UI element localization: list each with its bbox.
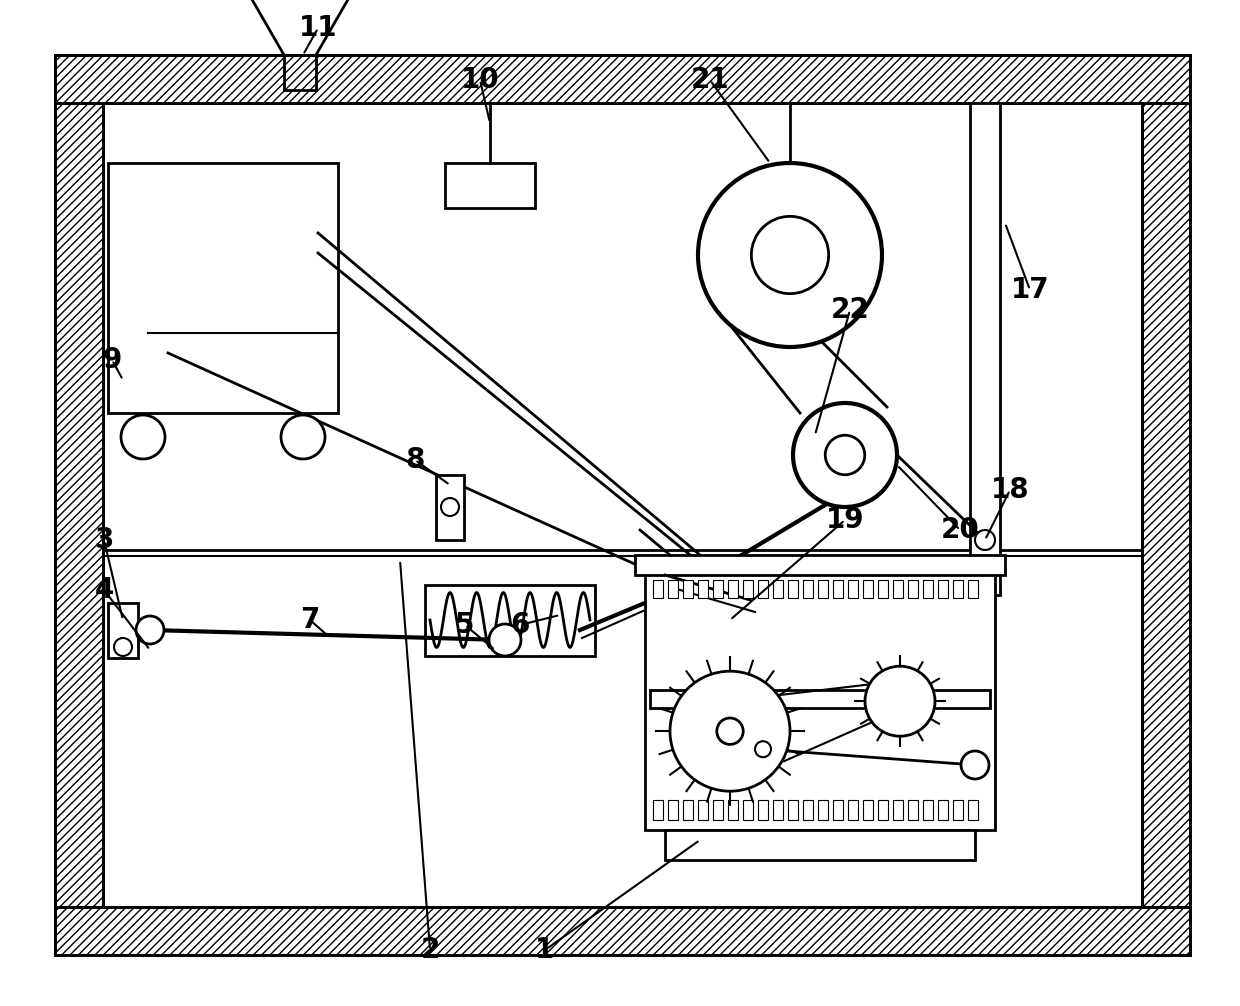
Bar [728,800,738,820]
Bar [863,800,873,820]
Bar [937,580,949,598]
Text: 8: 8 [405,446,424,474]
Bar [55,55,1190,103]
Bar [893,580,903,598]
Bar [665,830,975,860]
Bar [698,800,708,820]
Text: 17: 17 [1011,276,1049,304]
Bar [713,580,723,598]
Bar [804,800,813,820]
Bar [728,580,738,598]
Circle shape [441,498,459,516]
Bar [635,555,1004,575]
Bar [55,55,1190,103]
Text: 5: 5 [455,611,475,639]
Bar [108,163,339,413]
Bar [878,580,888,598]
Bar [970,103,999,595]
Bar [968,800,978,820]
Circle shape [136,616,164,644]
Circle shape [698,163,882,347]
Circle shape [866,666,935,736]
Bar [436,475,464,540]
Bar [818,580,828,598]
Bar [425,585,595,656]
Text: 22: 22 [831,296,869,324]
Circle shape [114,638,131,656]
Bar [758,580,768,598]
Text: 4: 4 [94,576,114,604]
Text: 1: 1 [536,936,554,964]
Bar [787,800,799,820]
Circle shape [826,436,864,475]
Bar [55,103,103,907]
Bar [683,800,693,820]
Bar [698,580,708,598]
Text: 20: 20 [941,516,980,544]
Bar [668,580,678,598]
Bar [908,800,918,820]
Circle shape [281,415,325,459]
Circle shape [961,751,990,779]
Bar [743,580,753,598]
Bar [893,800,903,820]
Circle shape [717,718,743,744]
Text: 21: 21 [691,66,729,94]
Bar [653,800,663,820]
Bar [108,603,138,658]
Bar [818,800,828,820]
Text: 11: 11 [299,14,337,42]
Bar [55,103,103,907]
Bar [908,580,918,598]
Bar [758,800,768,820]
Circle shape [670,671,790,791]
Text: 9: 9 [103,346,122,374]
Bar [55,907,1190,955]
Bar [923,580,932,598]
Circle shape [755,741,771,758]
Bar [55,907,1190,955]
Bar [923,800,932,820]
Bar [968,580,978,598]
Bar [937,800,949,820]
Text: 10: 10 [461,66,500,94]
Text: 6: 6 [511,611,529,639]
Bar [743,800,753,820]
Bar [650,690,990,708]
Bar [653,580,663,598]
Bar [954,800,963,820]
Bar [833,800,843,820]
Bar [1142,103,1190,907]
Bar [833,580,843,598]
Circle shape [794,403,897,507]
Bar [878,800,888,820]
Text: 7: 7 [300,606,320,634]
Bar [848,800,858,820]
Bar [645,570,994,830]
Bar [1142,103,1190,907]
Text: 19: 19 [826,506,864,534]
Text: 18: 18 [991,476,1029,504]
Bar [1142,103,1190,907]
Bar [787,580,799,598]
Bar [445,163,534,208]
Circle shape [751,216,828,294]
Text: 2: 2 [420,936,440,964]
Circle shape [489,624,521,656]
Bar [773,580,782,598]
Bar [55,907,1190,955]
Bar [848,580,858,598]
Circle shape [122,415,165,459]
Bar [773,800,782,820]
Bar [668,800,678,820]
Bar [954,580,963,598]
Bar [55,55,1190,103]
Text: 3: 3 [94,526,114,554]
Bar [683,580,693,598]
Bar [55,103,103,907]
Bar [863,580,873,598]
Circle shape [975,530,994,550]
Bar [804,580,813,598]
Bar [713,800,723,820]
